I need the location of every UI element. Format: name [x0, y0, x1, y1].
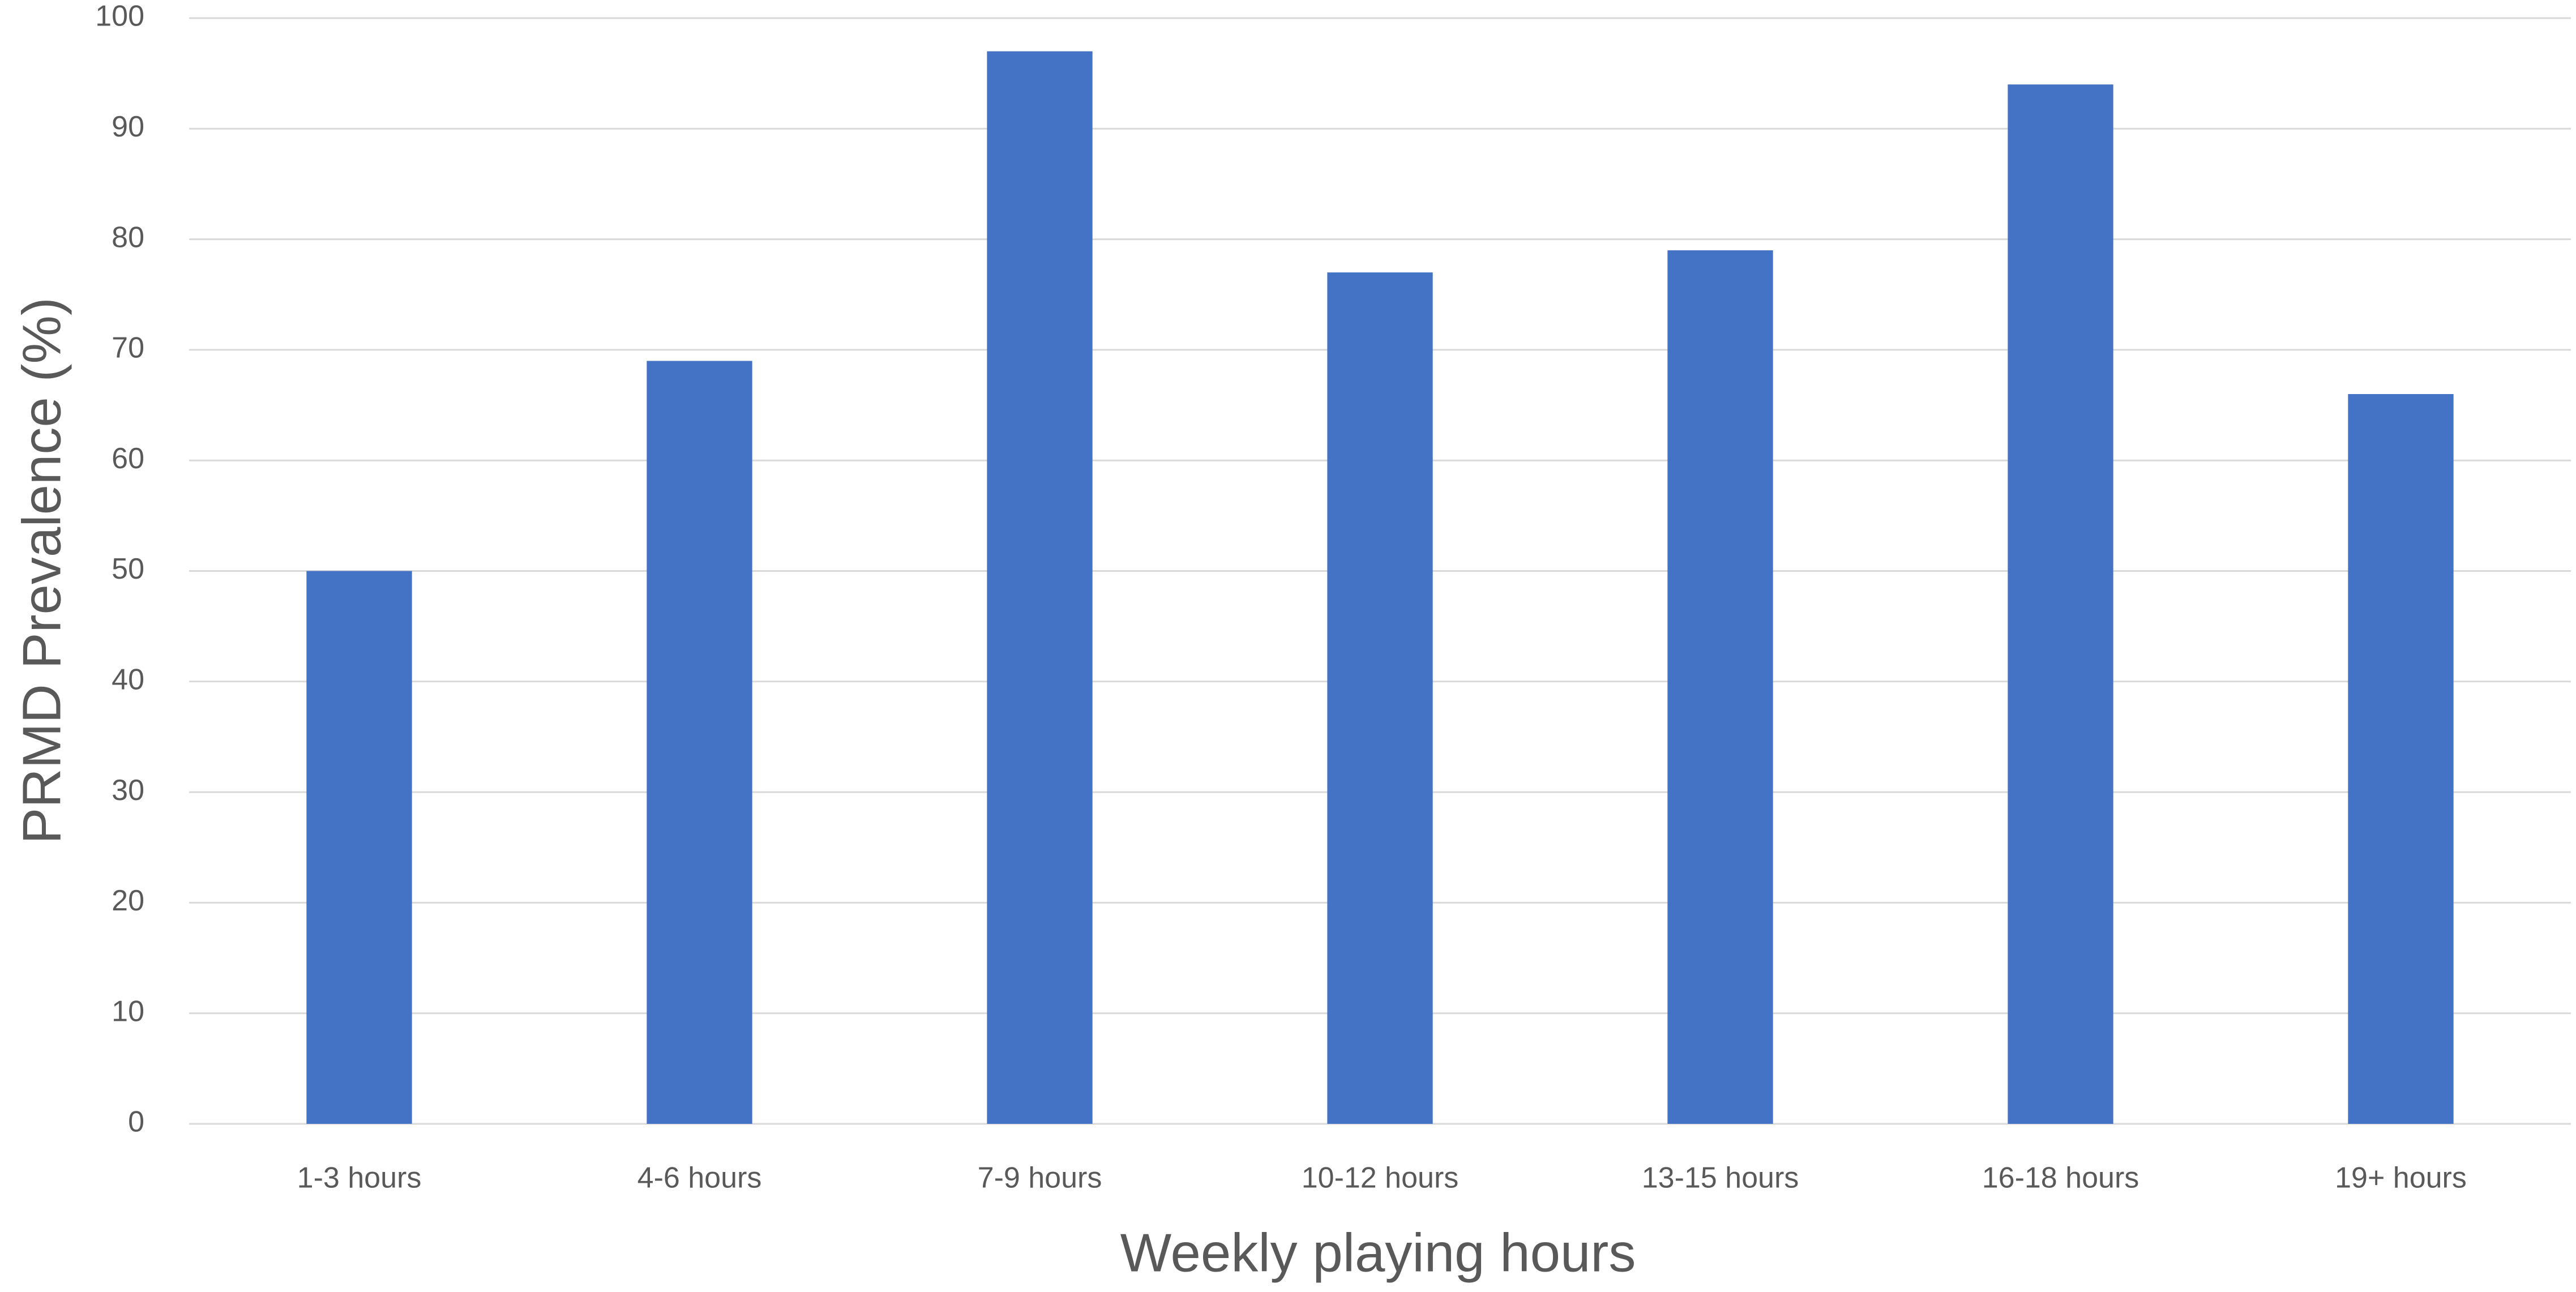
x-tick-label: 16-18 hours [1982, 1162, 2139, 1195]
y-tick-label: 0 [128, 1106, 144, 1139]
y-tick-label: 100 [95, 0, 144, 33]
y-axis-title: PRMD Prevalence (%) [11, 297, 72, 844]
y-tick-label: 90 [112, 110, 144, 143]
x-tick-label: 13-15 hours [1642, 1162, 1799, 1195]
y-tick-label: 50 [112, 553, 144, 585]
x-tick-label: 19+ hours [2335, 1162, 2467, 1195]
x-axis-title: Weekly playing hours [1120, 1222, 1636, 1283]
bar [987, 51, 1093, 1124]
y-tick-label: 30 [112, 774, 144, 807]
bar [1327, 272, 1433, 1124]
bar [2348, 394, 2454, 1124]
x-tick-label: 4-6 hours [637, 1162, 762, 1195]
y-tick-label: 60 [112, 442, 144, 475]
y-tick-label: 70 [112, 332, 144, 365]
y-tick-label: 10 [112, 995, 144, 1028]
y-tick-label: 20 [112, 884, 144, 917]
bar [647, 361, 752, 1124]
x-tick-label: 10-12 hours [1302, 1162, 1459, 1195]
bar [2008, 84, 2113, 1124]
bar [1667, 250, 1773, 1124]
y-tick-label: 40 [112, 664, 144, 696]
bar [306, 571, 412, 1124]
x-tick-label: 7-9 hours [978, 1162, 1102, 1195]
x-tick-label: 1-3 hours [297, 1162, 422, 1195]
y-tick-label: 80 [112, 221, 144, 254]
